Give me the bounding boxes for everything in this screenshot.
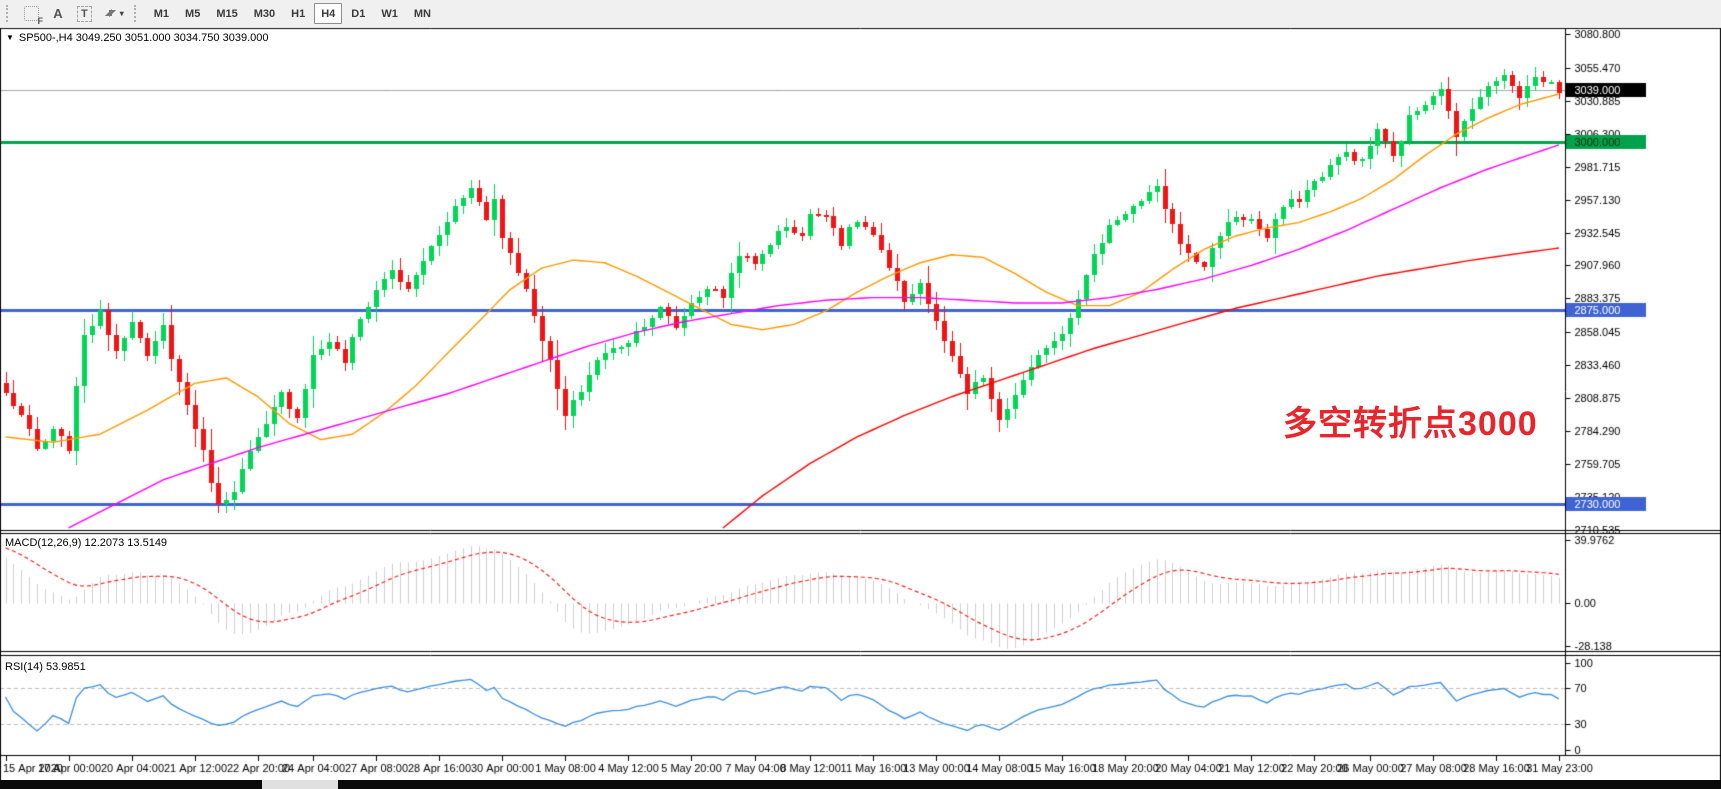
timeframe-group: M1 M5 M15 M30 H1 H4 D1 W1 MN [146,3,439,24]
chart-canvas[interactable] [0,27,1721,780]
toolbar-grip[interactable] [6,5,11,22]
main-toolbar: F A T ▾ M1 M5 M15 M30 H1 H4 D1 W1 MN [0,0,1721,27]
timeframe-button-d1[interactable]: D1 [344,3,372,24]
pointer-frame-tool-button[interactable]: F [18,3,45,26]
text-tool-icon: A [53,6,63,21]
timeframe-button-m30[interactable]: M30 [247,3,282,24]
timeframe-button-h4[interactable]: H4 [314,3,343,24]
timeframe-button-h1[interactable]: H1 [284,3,312,24]
timeframe-button-m1[interactable]: M1 [147,3,176,24]
timeframe-button-w1[interactable]: W1 [374,3,405,24]
chart-window: ▼ SP500-,H4 3049.250 3051.000 3034.750 30… [0,27,1721,780]
scrollbar-thumb[interactable] [262,780,338,789]
arrows-tool-button[interactable]: ▾ [98,2,130,25]
timeframe-button-m15[interactable]: M15 [209,3,244,24]
dotted-frame-icon: F [24,6,43,26]
arrows-tool-icon [101,2,119,24]
text-label-icon: T [77,5,92,22]
frame-letter: F [37,16,44,26]
chevron-down-icon: ▾ [119,9,124,18]
timeframe-button-mn[interactable]: MN [407,3,438,24]
text-label-tool-button[interactable]: T [71,3,98,25]
text-tool-button[interactable]: A [45,3,71,25]
timeframe-button-m5[interactable]: M5 [178,3,207,24]
toolbar-grip[interactable] [133,5,139,22]
bottom-scrollbar[interactable] [0,780,1721,789]
